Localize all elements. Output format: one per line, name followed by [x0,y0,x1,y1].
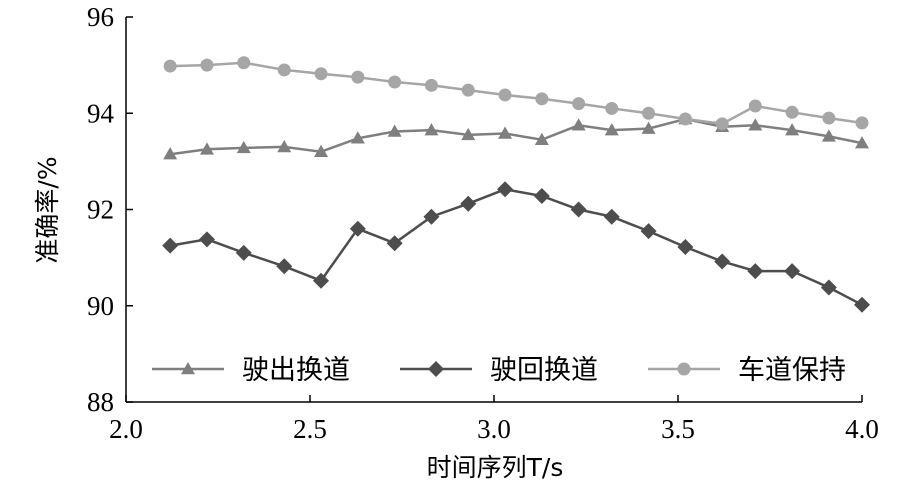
data-point [855,136,869,149]
data-point [237,56,251,70]
series-line [170,61,863,126]
data-point [388,75,402,89]
data-point [854,296,870,313]
data-point [605,101,619,115]
legend-item-3: 车道保持 [648,355,846,386]
y-tick-label: 92 [87,195,114,225]
data-point [461,127,476,141]
data-point [313,272,330,289]
y-tick-label: 90 [87,291,114,321]
data-point [572,97,586,111]
data-point [461,83,475,97]
series-layer [162,56,870,313]
data-point [603,208,620,225]
data-point [784,263,801,280]
data-point [785,105,799,119]
data-point [162,237,179,254]
data-point [822,111,836,125]
data-point [534,132,549,145]
legend: 驶出换道 驶回换道 车道保持 [152,355,846,386]
data-point [424,78,438,92]
legend-label: 车道保持 [738,355,846,386]
legend-marker [677,362,691,376]
data-point [163,147,178,160]
data-point [386,235,403,252]
data-point [497,181,514,198]
legend-marker [428,361,444,377]
x-axis-title: 时间序列T/s [427,453,564,482]
data-point [640,223,657,240]
y-axis-ticks: 88 90 92 94 96 [87,2,133,417]
data-point [387,124,402,137]
data-point [821,129,836,142]
series-line [169,188,863,306]
data-point [677,239,694,256]
data-point [748,118,763,131]
legend-label: 驶出换道 [242,355,350,386]
data-point [715,117,729,131]
data-point [235,244,252,261]
data-point [199,142,214,155]
data-point [277,63,291,77]
data-point [747,263,764,280]
data-point [855,116,869,130]
legend-label: 驶回换道 [490,355,598,386]
y-axis-title: 准确率/% [33,156,62,263]
legend-item-2: 驶回换道 [400,355,598,386]
y-tick-label: 88 [87,387,114,417]
data-point [236,140,251,154]
series-line [170,117,863,156]
y-tick-label: 96 [87,2,114,32]
data-point [314,67,328,81]
x-tick-label: 3.5 [661,414,695,444]
axes [125,17,862,403]
data-point [276,258,293,275]
data-point [423,208,440,225]
data-point [424,123,439,136]
data-point [460,195,477,212]
data-point [535,92,549,106]
data-point [198,231,215,248]
data-point [678,112,692,126]
data-point [820,279,837,296]
data-point [351,70,365,84]
data-point [533,188,550,205]
data-point [350,131,365,144]
data-point [498,126,513,139]
data-point [314,144,329,157]
x-tick-label: 3.0 [477,414,511,444]
data-point [748,99,762,113]
x-tick-label: 2.0 [109,414,143,444]
legend-marker [181,362,195,375]
data-point [570,201,587,218]
data-point [604,123,619,136]
legend-item-1: 驶出换道 [152,355,350,386]
data-point [200,58,214,72]
data-point [571,118,586,131]
data-point [641,121,656,134]
x-axis-ticks: 2.0 2.5 3.0 3.5 4.0 [109,395,879,444]
series-3 [163,56,869,131]
data-point [163,59,177,73]
x-tick-label: 2.5 [293,414,327,444]
series-1 [163,112,869,160]
data-point [277,139,292,153]
data-point [642,106,656,120]
data-point [349,220,366,237]
y-tick-label: 94 [87,98,115,128]
data-point [498,88,512,102]
data-point [714,253,731,270]
x-tick-label: 4.0 [845,414,879,444]
series-2 [162,181,870,313]
data-point [785,123,800,136]
